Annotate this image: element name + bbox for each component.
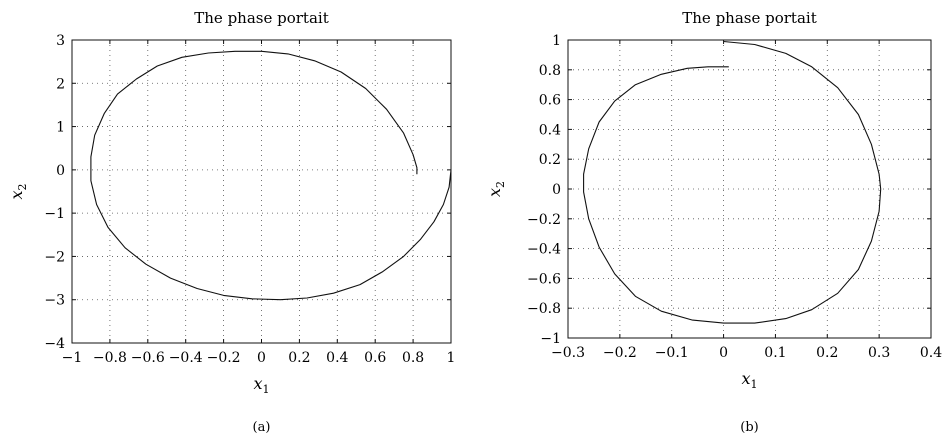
x-tick-label: −0.4 bbox=[169, 350, 203, 366]
x-axis-label: x1 bbox=[741, 369, 757, 391]
x-tick-label: 0.3 bbox=[868, 345, 890, 361]
x-tick-label: −0.6 bbox=[131, 350, 165, 366]
y-tick-label: −0.6 bbox=[527, 271, 561, 287]
x-tick-label: 0.2 bbox=[288, 350, 310, 366]
y-tick-label: −0.2 bbox=[527, 212, 561, 228]
chart-panel-2: −0.3 −0.2 −0.1 0 0.1 0.2 0.3 0.4 −1 −0.8 −0.6 −0.4 −… bbox=[485, 9, 942, 435]
y-tick-label: 0.6 bbox=[539, 93, 561, 109]
x-tick-label: −0.8 bbox=[93, 350, 127, 366]
x-tick-label: −1 bbox=[62, 350, 83, 366]
panel-label: (a) bbox=[253, 420, 271, 435]
x-tick-label: 0.1 bbox=[764, 345, 786, 361]
x-tick-label: −0.2 bbox=[207, 350, 241, 366]
y-axis-label-subscript: 2 bbox=[494, 181, 507, 188]
phase-trajectory-line bbox=[90, 50, 452, 301]
y-tick-label: 0.4 bbox=[539, 122, 561, 138]
y-axis-label: x2 bbox=[7, 183, 29, 199]
x-tick-label: 0.8 bbox=[402, 350, 424, 366]
x-tick-label: 0.4 bbox=[920, 345, 942, 361]
chart-title: The phase portait bbox=[194, 9, 328, 27]
x-axis-label-main: x bbox=[253, 374, 262, 393]
x-tick-label: −0.3 bbox=[551, 345, 585, 361]
x-axis-label-subscript: 1 bbox=[263, 383, 270, 396]
x-axis-label-subscript: 1 bbox=[751, 378, 758, 391]
x-axis-label: x1 bbox=[253, 374, 269, 396]
y-tick-label: −1 bbox=[540, 331, 561, 347]
y-tick-label: −0.4 bbox=[527, 242, 561, 258]
x-tick-label: 0.4 bbox=[326, 350, 348, 366]
phase-trajectory-line bbox=[583, 40, 882, 324]
y-axis-label-main: x bbox=[485, 188, 504, 197]
y-axis-label-main: x bbox=[7, 190, 26, 199]
y-axis-label-subscript: 2 bbox=[16, 183, 29, 190]
y-tick-label: −0.8 bbox=[527, 301, 561, 317]
x-tick-label: 0 bbox=[719, 345, 728, 361]
y-tick-label: 1 bbox=[552, 33, 561, 49]
y-tick-label: −2 bbox=[44, 249, 65, 265]
y-tick-label: −3 bbox=[44, 293, 65, 309]
x-axis-label-main: x bbox=[741, 369, 750, 388]
x-tick-label: 0.2 bbox=[816, 345, 838, 361]
x-tick-label: −0.1 bbox=[655, 345, 689, 361]
y-tick-label: 0.2 bbox=[539, 152, 561, 168]
y-tick-label: −1 bbox=[44, 206, 65, 222]
panel-label: (b) bbox=[740, 420, 758, 435]
y-tick-label: 3 bbox=[56, 33, 65, 49]
y-tick-label: 0 bbox=[56, 163, 65, 179]
y-tick-label: 0 bbox=[552, 182, 561, 198]
chart-panel-1: −1 −0.8 −0.6 −0.4 −0.2 0 0.2 0.4 0.6 0.8 1 −4 −3 −2 −1… bbox=[7, 9, 455, 435]
y-tick-label: 2 bbox=[56, 76, 65, 92]
plot-frame bbox=[567, 39, 932, 339]
y-tick-label: 0.8 bbox=[539, 63, 561, 79]
y-tick-label: 1 bbox=[56, 120, 65, 136]
x-tick-label: 0 bbox=[257, 350, 266, 366]
x-tick-label: 1 bbox=[447, 350, 456, 366]
x-tick-label: −0.2 bbox=[603, 345, 637, 361]
x-tick-label: 0.6 bbox=[364, 350, 386, 366]
y-tick-label: −4 bbox=[44, 336, 65, 352]
y-axis-label: x2 bbox=[485, 181, 507, 197]
chart-title: The phase portait bbox=[682, 9, 816, 27]
